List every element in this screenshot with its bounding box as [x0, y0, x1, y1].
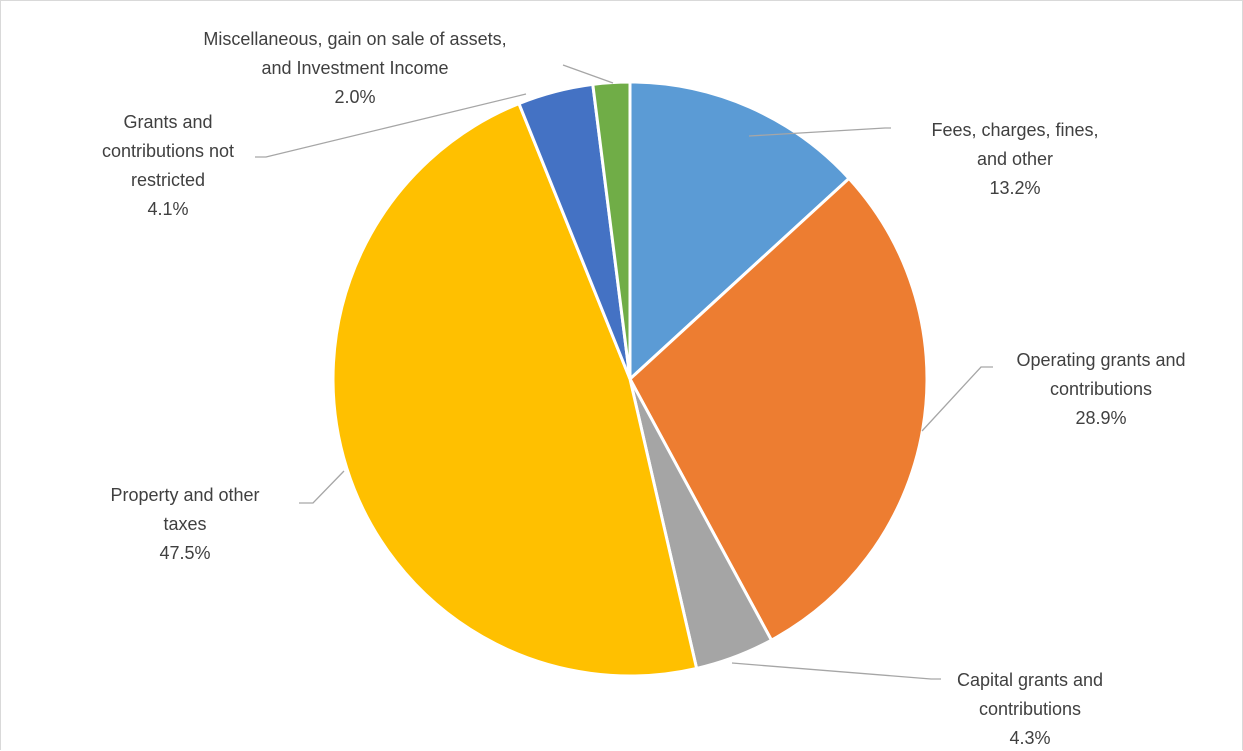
leader-line-1: [748, 127, 891, 137]
data-label-value: 4.3%: [1009, 728, 1050, 748]
pie-slice-4: [331, 101, 699, 678]
data-label-category: contributions not: [102, 141, 234, 161]
data-label-category: contributions: [979, 699, 1081, 719]
data-label-value: 13.2%: [989, 178, 1040, 198]
data-label-category: taxes: [163, 514, 206, 534]
data-label-5: Grants and contributions not restricted 4.1…: [102, 112, 234, 219]
data-label-category: Operating grants and: [1016, 350, 1185, 370]
leader-line-2: [921, 366, 993, 432]
data-labels: Fees, charges, fines, and other 13.2% Opera…: [102, 29, 1186, 748]
data-label-value: 47.5%: [159, 543, 210, 563]
leader-line-5: [255, 93, 527, 158]
data-label-category: Capital grants and: [957, 670, 1103, 690]
data-label-category: and other: [977, 149, 1053, 169]
data-label-1: Fees, charges, fines, and other 13.2%: [931, 120, 1098, 198]
pie-slice-1: [628, 80, 852, 383]
data-label-2: Operating grants and contributions 28.9%: [1016, 350, 1185, 428]
pie-slice-2: [628, 176, 929, 643]
data-label-value: 28.9%: [1075, 408, 1126, 428]
data-label-category: Property and other: [110, 485, 259, 505]
leader-line-6: [562, 64, 614, 84]
leader-line-3: [731, 662, 941, 680]
data-label-category: Fees, charges, fines,: [931, 120, 1098, 140]
data-label-value: 4.1%: [147, 199, 188, 219]
data-label-4: Property and other taxes 47.5%: [110, 485, 259, 563]
data-label-6: Miscellaneous, gain on sale of assets, an…: [203, 29, 506, 107]
leader-line-4: [299, 470, 345, 504]
data-label-category: Grants and: [123, 112, 212, 132]
data-label-value: 2.0%: [334, 87, 375, 107]
data-label-category: and Investment Income: [261, 58, 448, 78]
leader-lines: [255, 64, 993, 680]
data-label-category: restricted: [131, 170, 205, 190]
data-label-3: Capital grants and contributions 4.3%: [957, 670, 1103, 748]
data-label-category: Miscellaneous, gain on sale of assets,: [203, 29, 506, 49]
data-label-category: contributions: [1050, 379, 1152, 399]
pie-slices: [331, 80, 929, 678]
